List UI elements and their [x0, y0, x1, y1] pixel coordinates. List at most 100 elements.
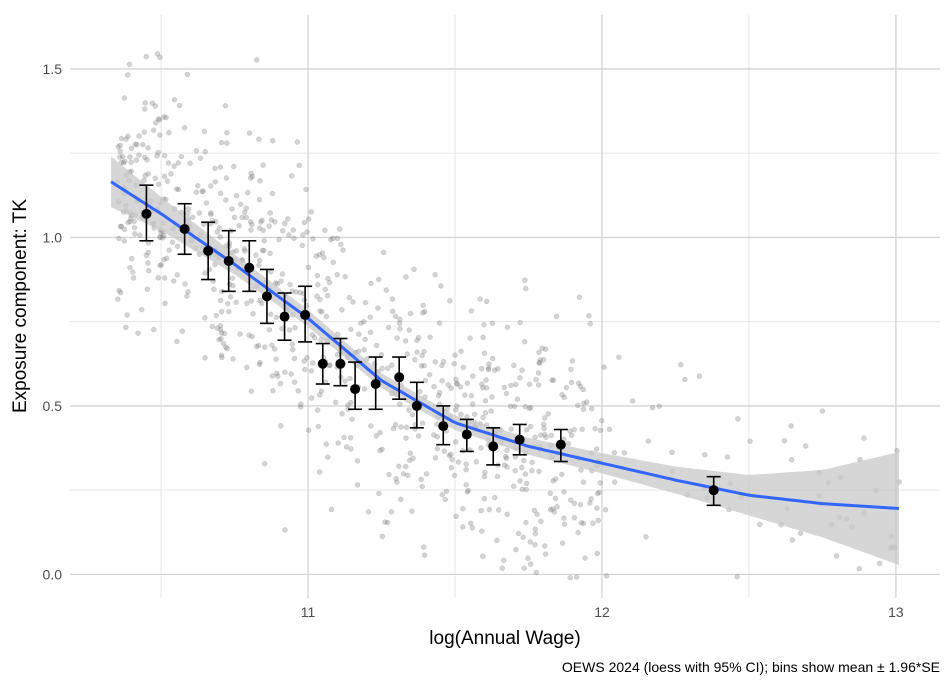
scatter-point: [517, 375, 523, 381]
scatter-point: [241, 246, 248, 252]
scatter-point: [141, 129, 148, 135]
scatter-point: [802, 443, 809, 449]
y-tick-label: 0.0: [43, 566, 63, 582]
scatter-point: [334, 271, 340, 278]
scatter-point: [131, 218, 137, 225]
scatter-point: [208, 211, 214, 218]
scatter-point: [568, 379, 575, 386]
bin: [277, 292, 292, 341]
scatter-point: [150, 326, 157, 333]
scatter-point: [317, 308, 323, 314]
scatter-point: [571, 515, 578, 521]
scatter-point: [304, 229, 310, 235]
scatter-point: [519, 486, 526, 493]
scatter-point: [291, 235, 297, 242]
scatter-point: [575, 402, 581, 409]
scatter-point: [575, 529, 581, 536]
scatter-point: [394, 479, 400, 485]
scatter-point: [161, 256, 167, 263]
scatter-point: [594, 505, 600, 511]
scatter-point: [299, 242, 306, 249]
scatter-point: [382, 519, 388, 525]
scatter-point: [478, 507, 484, 514]
scatter-point: [332, 399, 339, 406]
scatter-point: [595, 517, 602, 524]
scatter-point: [534, 511, 540, 518]
scatter-point: [328, 236, 334, 243]
scatter-point: [541, 415, 548, 421]
scatter-point: [157, 54, 163, 61]
scatter-point: [575, 380, 582, 387]
scatter-point: [449, 456, 455, 463]
scatter-point: [415, 433, 422, 439]
scatter-point: [397, 326, 403, 332]
scatter-point: [549, 506, 556, 512]
scatter-point: [460, 524, 466, 530]
scatter-point: [216, 337, 222, 343]
scatter-point: [420, 302, 426, 309]
scatter-point: [278, 423, 284, 429]
bin-mean-point: [223, 256, 234, 267]
scatter-point: [268, 311, 274, 318]
scatter-point: [568, 432, 575, 439]
scatter-point: [508, 382, 514, 389]
scatter-point: [448, 385, 454, 392]
scatter-point: [237, 331, 243, 337]
scatter-point: [392, 421, 399, 428]
scatter-point: [388, 509, 395, 515]
scatter-point: [431, 432, 437, 438]
scatter-point: [432, 359, 439, 365]
scatter-point: [346, 294, 353, 301]
scatter-point: [594, 490, 601, 497]
scatter-point: [362, 299, 369, 306]
scatter-point: [427, 334, 433, 340]
scatter-point: [169, 239, 176, 246]
scatter-point: [253, 252, 259, 258]
scatter-point: [495, 365, 501, 372]
scatter-point: [468, 393, 475, 399]
scatter-point: [415, 334, 422, 341]
scatter-point: [458, 411, 464, 418]
scatter-point: [580, 386, 587, 393]
scatter-point: [532, 541, 538, 548]
scatter-point: [155, 116, 162, 122]
scatter-point: [145, 260, 151, 266]
scatter-point: [397, 316, 403, 323]
scatter-point: [788, 423, 794, 429]
scatter-point: [258, 300, 265, 307]
scatter-point: [336, 226, 343, 232]
scatter-point: [861, 435, 867, 441]
scatter-point: [390, 425, 397, 432]
scatter-point: [136, 133, 142, 139]
scatter-point: [504, 464, 510, 470]
scatter-point: [305, 216, 312, 222]
scatter-point: [485, 365, 492, 371]
scatter-point: [274, 370, 280, 377]
scatter-point: [224, 130, 230, 136]
scatter-point: [580, 520, 587, 527]
scatter-point: [245, 189, 251, 196]
scatter-point: [197, 155, 204, 161]
scatter-point: [434, 433, 441, 440]
scatter-point: [400, 471, 407, 477]
scatter-point: [542, 346, 549, 353]
scatter-point: [573, 574, 580, 580]
scatter-point: [217, 190, 224, 197]
scatter-point: [561, 489, 567, 495]
scatter-point: [501, 557, 507, 564]
scatter-point: [248, 298, 255, 304]
scatter-point: [248, 227, 254, 233]
loess-line: [110, 180, 900, 510]
scatter-point: [285, 216, 291, 222]
scatter-point: [133, 157, 140, 163]
scatter-point: [220, 340, 227, 347]
scatter-point: [315, 282, 321, 288]
scatter-point: [155, 275, 162, 281]
scatter-point: [161, 173, 168, 180]
scatter-point: [541, 425, 547, 432]
scatter-point: [398, 496, 404, 503]
scatter-point: [209, 323, 216, 330]
scatter-point: [256, 196, 263, 203]
scatter-point: [174, 338, 180, 345]
